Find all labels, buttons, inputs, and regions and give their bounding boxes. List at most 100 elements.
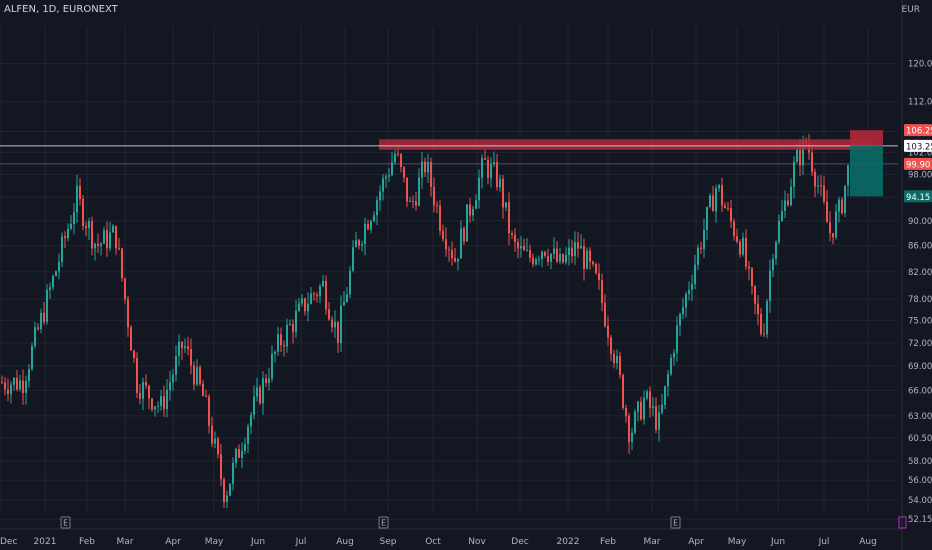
price-label-box	[904, 139, 932, 152]
candle	[817, 175, 819, 194]
candle-body	[22, 380, 24, 393]
candle	[124, 277, 126, 304]
candle	[454, 248, 456, 263]
candle	[574, 231, 576, 265]
candle	[100, 242, 102, 256]
x-tick-label: Sep	[380, 537, 397, 547]
candle-body	[649, 391, 651, 408]
candle	[16, 369, 18, 392]
candle-body	[160, 396, 162, 406]
candle	[292, 319, 294, 344]
candle-body	[532, 257, 534, 265]
candle	[550, 253, 552, 270]
candle	[595, 262, 597, 275]
candle-body	[64, 236, 66, 239]
candle	[445, 227, 447, 257]
price-label: 94.15	[904, 190, 932, 203]
candle	[316, 291, 318, 303]
candle	[691, 274, 693, 301]
candle	[769, 259, 771, 313]
stop-loss-zone	[850, 130, 883, 146]
candle	[355, 231, 357, 248]
candle-body	[550, 253, 552, 262]
candle	[199, 365, 201, 387]
candle-body	[235, 448, 237, 463]
candle	[34, 321, 36, 349]
candle-body	[157, 405, 159, 407]
symbol-title[interactable]: ALFEN, 1D, EURONEXT	[4, 4, 118, 15]
candle-body	[757, 303, 759, 315]
candle	[775, 240, 777, 265]
candle-body	[136, 358, 138, 393]
candle	[37, 323, 39, 331]
candle-body	[10, 384, 12, 394]
candle-body	[601, 280, 603, 303]
candle-body	[775, 242, 777, 259]
candle	[793, 155, 795, 199]
candle-body	[256, 387, 258, 397]
price-label: 103.25	[904, 139, 932, 152]
candle	[406, 177, 408, 208]
candle	[310, 287, 312, 305]
candle	[679, 312, 681, 336]
date-range-marker	[898, 516, 907, 529]
candle	[727, 202, 729, 211]
candle-body	[739, 241, 741, 255]
candle	[169, 370, 171, 401]
candle-body	[94, 243, 96, 249]
candle-body	[202, 383, 204, 396]
candle	[70, 215, 72, 231]
candle	[457, 258, 459, 271]
candle	[841, 197, 843, 215]
candle	[784, 190, 786, 219]
candle-body	[565, 254, 567, 263]
candle-body	[832, 233, 834, 238]
candle	[286, 318, 288, 353]
candle	[847, 164, 849, 197]
candle-body	[727, 207, 729, 209]
candle	[589, 247, 591, 270]
candle	[718, 183, 720, 193]
candle-body	[334, 321, 336, 328]
candle	[736, 228, 738, 244]
candle-body	[763, 333, 765, 335]
candle-body	[574, 242, 576, 257]
candle-body	[823, 185, 825, 202]
candle-body	[829, 222, 831, 234]
candle-body	[199, 367, 201, 384]
candle	[175, 345, 177, 382]
candle	[82, 195, 84, 231]
candle-body	[124, 278, 126, 300]
candle-body	[115, 225, 117, 249]
candle-body	[190, 349, 192, 366]
candle	[352, 240, 354, 273]
candle	[349, 266, 351, 298]
candle	[607, 316, 609, 346]
candle	[205, 389, 207, 397]
candle-body	[505, 202, 507, 208]
candle	[172, 368, 174, 391]
candle-body	[1, 382, 3, 384]
candle	[133, 349, 135, 363]
candle	[646, 389, 648, 401]
candle	[448, 246, 450, 262]
y-tick-label: 112.00	[908, 97, 932, 107]
grid-lines	[0, 27, 898, 520]
candle-body	[661, 404, 663, 413]
candle	[688, 281, 690, 301]
candle	[190, 338, 192, 375]
candle-body	[724, 205, 726, 208]
candle-body	[292, 323, 294, 333]
candle	[211, 416, 213, 448]
candle-body	[811, 152, 813, 172]
candle-body	[367, 223, 369, 230]
candle	[706, 206, 708, 241]
candle	[730, 199, 732, 229]
candle-body	[499, 178, 501, 188]
candle	[538, 255, 540, 266]
candle	[52, 274, 54, 291]
y-tick-label: 60.50	[908, 434, 932, 444]
candle	[634, 408, 636, 435]
candle	[274, 350, 276, 363]
